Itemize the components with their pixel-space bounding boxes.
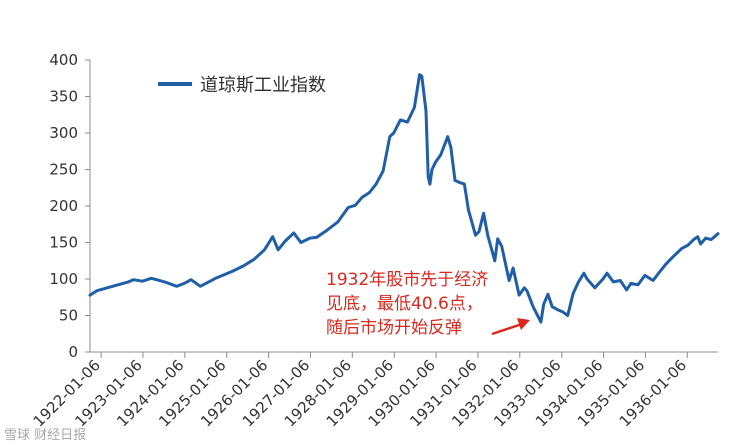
y-tick-label: 100: [49, 270, 78, 288]
legend-label: 道琼斯工业指数: [200, 75, 326, 96]
annotation-arrow: [491, 318, 530, 336]
y-tick-label: 400: [49, 51, 78, 69]
series-layer: [88, 73, 720, 324]
y-tick-label: 50: [59, 307, 78, 325]
y-tick-label: 0: [68, 343, 78, 361]
axes-layer: 0501001502002503003504001922-01-061923-0…: [30, 51, 718, 430]
arrow-shaft: [491, 322, 523, 336]
bottom-annotation: 1932年股市先于经济 见底，最低40.6点， 随后市场开始反弹: [326, 268, 536, 340]
arrow-head: [517, 318, 530, 330]
annotation-line-1: 1932年股市先于经济: [326, 270, 489, 290]
y-tick-label: 300: [49, 124, 78, 142]
annotation-line-3: 随后市场开始反弹: [326, 318, 462, 338]
y-tick-label: 350: [49, 88, 78, 106]
legend: 道琼斯工业指数: [158, 75, 326, 96]
watermark-text: 雪球 财经日报: [4, 428, 87, 443]
y-tick-label: 250: [49, 161, 78, 179]
annotation-line-2: 见底，最低40.6点，: [326, 294, 483, 314]
series-line: [88, 73, 720, 324]
y-tick-label: 200: [49, 197, 78, 215]
y-tick-label: 150: [49, 234, 78, 252]
